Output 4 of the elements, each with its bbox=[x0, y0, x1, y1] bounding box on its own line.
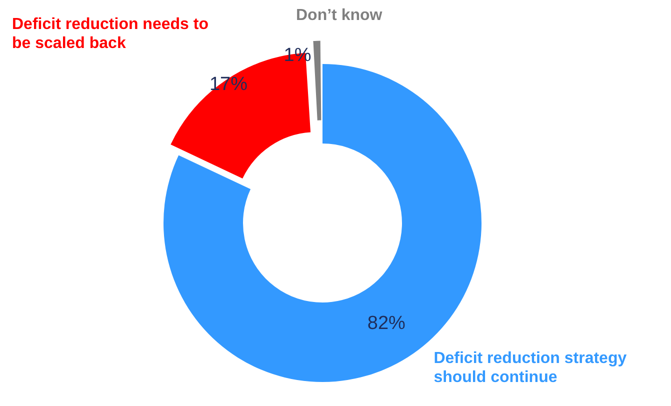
slice-label: Deficit reduction strategy should continue bbox=[434, 350, 627, 386]
data-label: 82% bbox=[367, 312, 406, 334]
slice-label: Deficit reduction needs to be scaled back bbox=[12, 16, 209, 52]
slice-label: Don’t know bbox=[296, 7, 383, 24]
